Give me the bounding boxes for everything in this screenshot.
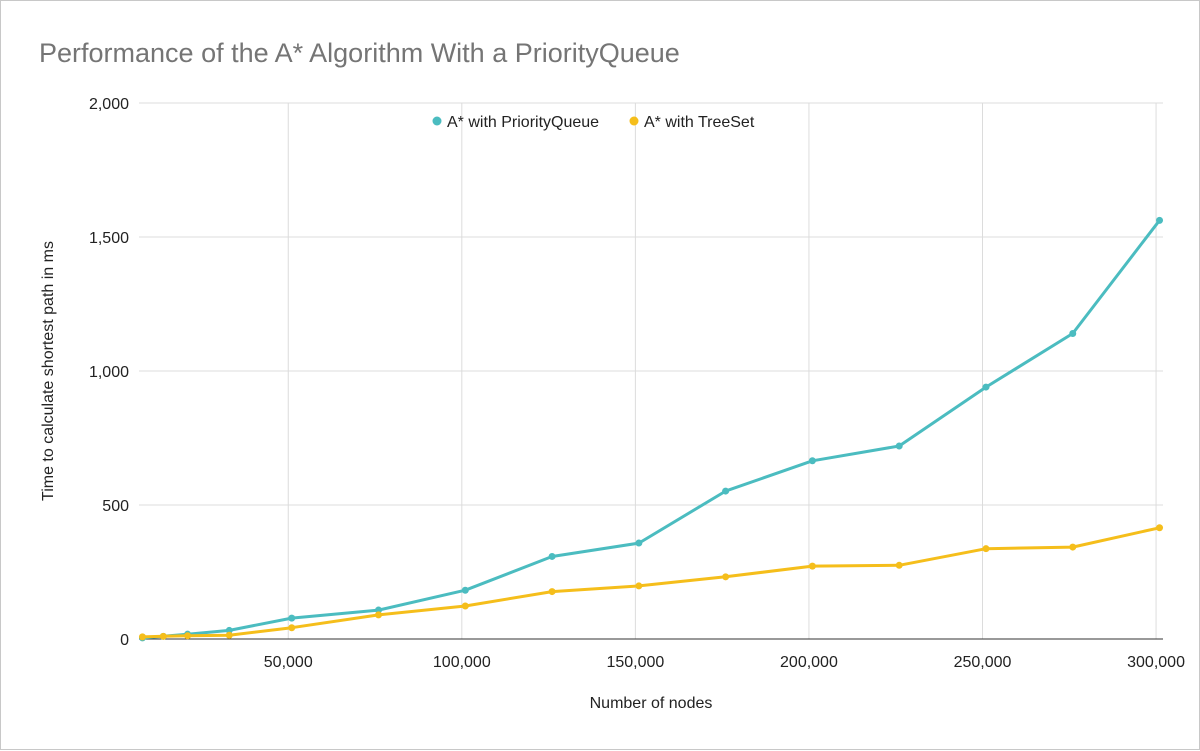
data-point [225,631,233,639]
data-point [375,611,383,619]
y-tick-label: 500 [102,498,129,515]
data-point [184,632,192,640]
data-point [808,562,816,570]
data-point [808,457,816,465]
y-axis-label: Time to calculate shortest path in ms [40,241,57,501]
chart-title: Performance of the A* Algorithm With a P… [39,38,680,68]
y-tick-label: 1,000 [89,364,129,381]
legend-item: A* with TreeSet [629,114,755,131]
series-lines [138,216,1164,642]
data-point [722,573,730,581]
data-point [548,552,556,560]
legend-marker [432,116,442,126]
legend: A* with PriorityQueue A* with TreeSet [432,114,755,131]
data-point [159,632,167,640]
y-axis-ticks: 0 500 1,000 1,500 2,000 [89,96,129,649]
data-point [288,624,296,632]
y-tick-label: 2,000 [89,96,129,113]
x-tick-label: 100,000 [433,654,491,671]
x-tick-label: 250,000 [954,654,1012,671]
x-axis-label: Number of nodes [590,695,713,712]
data-point [225,626,233,634]
x-tick-label: 150,000 [606,654,664,671]
legend-marker [629,116,639,126]
series-line [141,218,1161,640]
legend-label: A* with PriorityQueue [447,114,599,131]
data-point [375,606,383,614]
data-point [982,383,990,391]
data-point [288,614,296,622]
grid-lines [139,102,1163,639]
data-point [138,633,146,641]
data-point [895,442,903,450]
data-point [1069,543,1077,551]
data-point [548,588,556,596]
series-line [141,526,1161,639]
y-tick-label: 1,500 [89,230,129,247]
data-point [895,561,903,569]
data-point [461,602,469,610]
data-point [635,582,643,590]
data-point [1156,216,1164,224]
legend-item: A* with PriorityQueue [432,114,599,131]
series-treeset [138,524,1164,641]
data-point [635,539,643,547]
x-tick-label: 300,000 [1127,654,1185,671]
x-tick-label: 50,000 [264,654,313,671]
data-point [461,586,469,594]
y-tick-label: 0 [120,632,129,649]
x-axis-ticks: 50,000 100,000 150,000 200,000 250,000 300,00… [264,654,1185,671]
data-point [1069,329,1077,337]
series-priorityqueue [138,216,1164,642]
legend-label: A* with TreeSet [644,114,755,131]
x-tick-label: 200,000 [780,654,838,671]
data-point [1156,524,1164,532]
data-point [722,487,730,495]
data-point [982,545,990,553]
